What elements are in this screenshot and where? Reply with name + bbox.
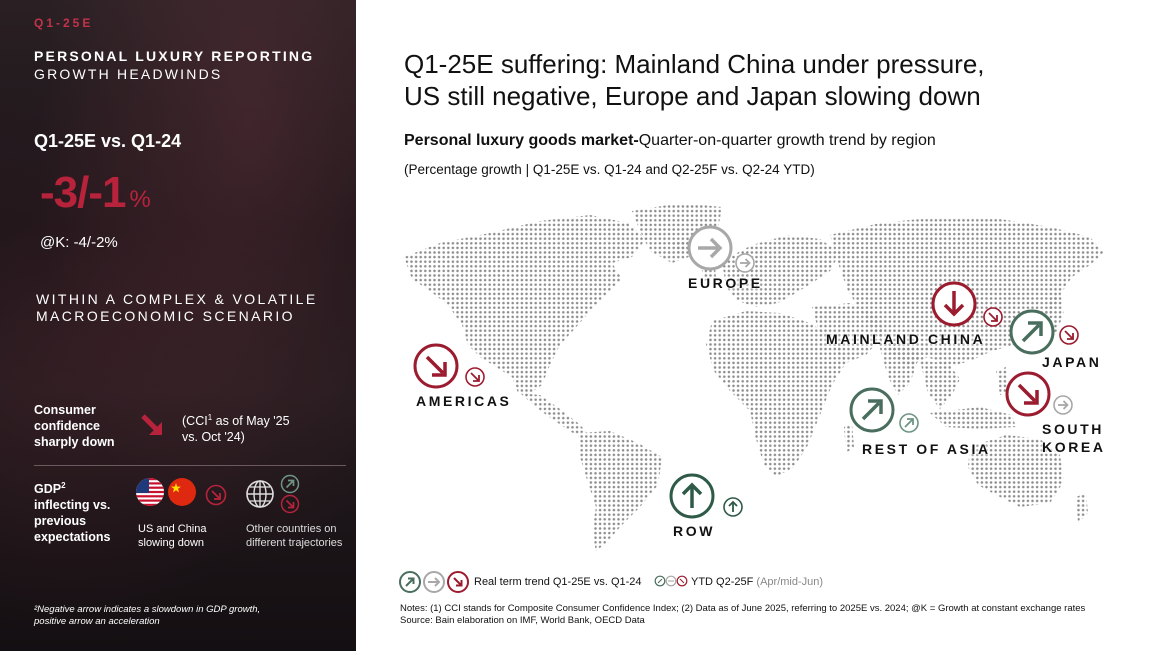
region-label-rest-of-asia: REST OF ASIA: [862, 441, 991, 457]
divider: [34, 465, 346, 466]
legend-q1-label: Real term trend Q1-25E vs. Q1-24: [474, 576, 642, 588]
gdp-footnote: ²Negative arrow indicates a slowdown in …: [34, 604, 261, 627]
notes: Notes: (1) CCI stands for Composite Cons…: [400, 603, 1086, 626]
china-ytd-arrow-icon: [983, 307, 1003, 327]
region-label-row: ROW: [673, 523, 716, 539]
legend-ytd-label: YTD Q2-25F (Apr/mid-Jun): [691, 576, 824, 588]
comparison-label: Q1-25E vs. Q1-24: [34, 131, 182, 151]
page-title: Q1-25E suffering: Mainland China under p…: [404, 49, 985, 111]
arrow-down-right-icon: [141, 414, 162, 435]
other-countries-caption: Other countries on different trajectorie…: [246, 523, 343, 549]
cci-note: (CCI1 as of May '25 vs. Oct '24): [182, 413, 290, 445]
world-map: [404, 203, 1104, 551]
us-flag-icon: [136, 478, 164, 506]
china-flag-icon: [168, 478, 196, 506]
row-q1-arrow-icon: [669, 473, 715, 519]
rest-of-asia-q1-arrow-icon: [849, 387, 895, 433]
period-tag: Q1-25E: [34, 16, 94, 30]
region-label-mainland-china: MAINLAND CHINA: [826, 331, 986, 347]
down-right-circle-icon: [205, 484, 227, 506]
japan-ytd-arrow-icon: [1059, 325, 1079, 345]
americas-q1-arrow-icon: [413, 343, 459, 389]
us-china-caption: US and China slowing down: [138, 523, 207, 549]
japan-q1-arrow-icon: [1009, 309, 1055, 355]
europe-ytd-arrow-icon: [735, 253, 755, 273]
constant-fx-value: @K: -4/-2%: [40, 234, 118, 251]
panel-heading: PERSONAL LUXURY REPORTING: [34, 48, 315, 64]
europe-q1-arrow-icon: [687, 225, 733, 271]
left-panel: Q1-25E PERSONAL LUXURY REPORTING GROWTH …: [0, 0, 356, 651]
china-q1-arrow-icon: [931, 281, 977, 327]
region-label-europe: EUROPE: [688, 275, 763, 291]
legend-ytd-arrows-icon: [654, 575, 688, 587]
region-label-south-korea: SOUTH KOREA: [1042, 421, 1106, 455]
down-right-circle-icon: [280, 494, 300, 514]
panel-subheading: GROWTH HEADWINDS: [34, 66, 223, 82]
row-ytd-arrow-icon: [723, 497, 743, 517]
gdp-label: GDP2 inflecting vs. previous expectation…: [34, 481, 111, 545]
americas-ytd-arrow-icon: [465, 367, 485, 387]
scenario-line-2: MACROECONOMIC SCENARIO: [36, 308, 295, 324]
region-label-japan: JAPAN: [1042, 354, 1102, 370]
chart-subtitle-units: (Percentage growth | Q1-25E vs. Q1-24 an…: [404, 162, 815, 177]
growth-number: -3/-1: [40, 168, 126, 217]
region-label-americas: AMERICAS: [416, 393, 512, 409]
south-korea-q1-arrow-icon: [1005, 371, 1051, 417]
up-right-circle-icon: [280, 474, 300, 494]
background-glow: [0, 0, 356, 651]
scenario-line-1: WITHIN A COMPLEX & VOLATILE: [36, 291, 318, 307]
chart-subtitle: Personal luxury goods market-Quarter-on-…: [404, 132, 936, 149]
globe-icon: [246, 480, 274, 508]
growth-value: -3/-1%: [40, 168, 151, 218]
consumer-confidence-label: Consumer confidence sharply down: [34, 403, 115, 449]
growth-unit: %: [129, 186, 150, 213]
rest-of-asia-ytd-arrow-icon: [899, 413, 919, 433]
south-korea-ytd-arrow-icon: [1053, 395, 1073, 415]
legend-q1-arrows-icon: [399, 571, 469, 593]
